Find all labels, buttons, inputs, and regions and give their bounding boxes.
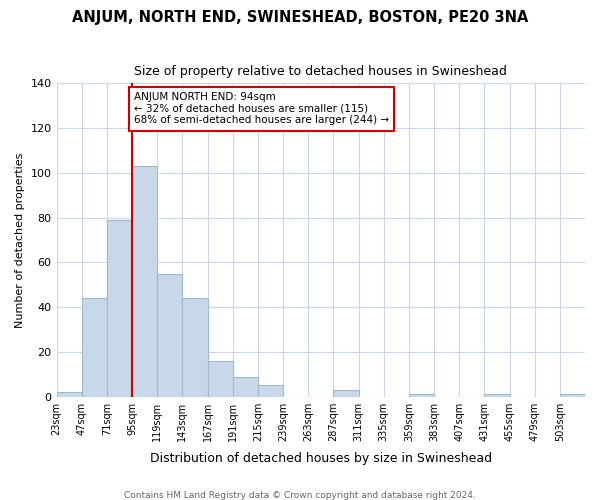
Text: Contains HM Land Registry data © Crown copyright and database right 2024.: Contains HM Land Registry data © Crown c… [124, 490, 476, 500]
Bar [208, 361, 233, 396]
Y-axis label: Number of detached properties: Number of detached properties [15, 152, 25, 328]
Title: Size of property relative to detached houses in Swineshead: Size of property relative to detached ho… [134, 65, 507, 78]
Bar [258, 386, 283, 396]
Bar [132, 166, 157, 396]
Bar [233, 376, 258, 396]
Bar [107, 220, 132, 396]
Bar [484, 394, 509, 396]
X-axis label: Distribution of detached houses by size in Swineshead: Distribution of detached houses by size … [150, 452, 492, 465]
Text: ANJUM, NORTH END, SWINESHEAD, BOSTON, PE20 3NA: ANJUM, NORTH END, SWINESHEAD, BOSTON, PE… [72, 10, 528, 25]
Bar [409, 394, 434, 396]
Bar [56, 392, 82, 396]
Text: ANJUM NORTH END: 94sqm
← 32% of detached houses are smaller (115)
68% of semi-de: ANJUM NORTH END: 94sqm ← 32% of detached… [134, 92, 389, 126]
Bar [82, 298, 107, 396]
Bar [182, 298, 208, 396]
Bar [560, 394, 585, 396]
Bar [157, 274, 182, 396]
Bar [334, 390, 359, 396]
